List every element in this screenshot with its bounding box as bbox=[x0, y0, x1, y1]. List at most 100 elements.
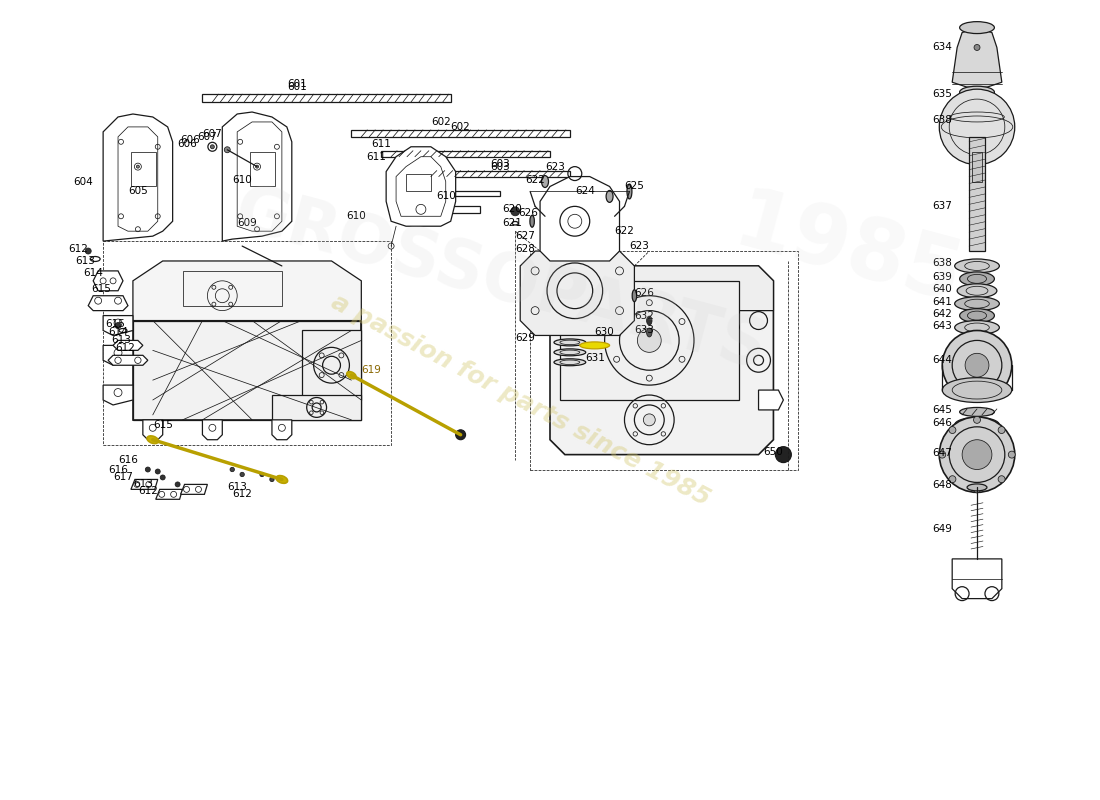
Text: 634: 634 bbox=[933, 42, 953, 53]
Circle shape bbox=[510, 207, 519, 216]
Text: 650: 650 bbox=[763, 446, 783, 457]
Polygon shape bbox=[156, 490, 183, 499]
Ellipse shape bbox=[632, 290, 637, 302]
Text: 611: 611 bbox=[372, 138, 392, 149]
Text: 617: 617 bbox=[113, 473, 133, 482]
Text: 613: 613 bbox=[75, 256, 96, 266]
Circle shape bbox=[998, 476, 1005, 482]
Polygon shape bbox=[108, 355, 147, 366]
Polygon shape bbox=[113, 341, 143, 350]
Bar bbox=[560, 281, 739, 400]
Text: 615: 615 bbox=[153, 420, 173, 430]
Ellipse shape bbox=[943, 378, 1012, 402]
Text: 605: 605 bbox=[128, 186, 147, 197]
Circle shape bbox=[145, 467, 151, 472]
Polygon shape bbox=[351, 130, 570, 137]
Circle shape bbox=[240, 472, 244, 477]
Text: 616: 616 bbox=[108, 465, 128, 474]
Text: 621: 621 bbox=[503, 218, 522, 228]
Bar bbox=[133, 321, 361, 420]
Text: 604: 604 bbox=[74, 177, 94, 186]
Circle shape bbox=[224, 146, 230, 153]
Text: 609: 609 bbox=[238, 218, 257, 228]
Polygon shape bbox=[759, 390, 783, 410]
Text: 641: 641 bbox=[933, 297, 953, 306]
Circle shape bbox=[974, 45, 980, 50]
Polygon shape bbox=[382, 150, 550, 157]
Text: 644: 644 bbox=[933, 355, 953, 366]
Bar bbox=[301, 330, 361, 400]
Text: 635: 635 bbox=[933, 89, 953, 99]
Text: 612: 612 bbox=[116, 343, 135, 354]
Bar bbox=[969, 137, 984, 251]
Ellipse shape bbox=[955, 259, 1000, 273]
Ellipse shape bbox=[554, 339, 585, 346]
Text: 613: 613 bbox=[111, 335, 131, 346]
Ellipse shape bbox=[964, 96, 991, 105]
Text: 612: 612 bbox=[232, 490, 252, 499]
Circle shape bbox=[644, 414, 656, 426]
Circle shape bbox=[938, 451, 946, 458]
Text: 620: 620 bbox=[503, 204, 522, 214]
Circle shape bbox=[116, 322, 121, 329]
Circle shape bbox=[260, 472, 264, 477]
Text: 627: 627 bbox=[515, 231, 535, 241]
Ellipse shape bbox=[959, 86, 994, 98]
Text: 633: 633 bbox=[635, 326, 654, 335]
Circle shape bbox=[939, 89, 1014, 165]
Text: 611: 611 bbox=[366, 152, 386, 162]
Ellipse shape bbox=[959, 272, 994, 286]
Polygon shape bbox=[550, 266, 773, 310]
Ellipse shape bbox=[346, 372, 356, 378]
Text: 643: 643 bbox=[933, 321, 953, 330]
Polygon shape bbox=[94, 271, 123, 290]
Ellipse shape bbox=[647, 328, 652, 337]
Polygon shape bbox=[103, 114, 173, 241]
Polygon shape bbox=[180, 485, 208, 494]
Circle shape bbox=[210, 145, 214, 149]
Text: a passion for parts since 1985: a passion for parts since 1985 bbox=[327, 290, 714, 510]
Text: 615: 615 bbox=[106, 318, 125, 329]
Bar bbox=[530, 251, 799, 470]
Polygon shape bbox=[103, 346, 133, 366]
Text: 637: 637 bbox=[933, 202, 953, 211]
Text: 619: 619 bbox=[361, 366, 382, 375]
Text: 606: 606 bbox=[177, 138, 197, 149]
Text: 624: 624 bbox=[575, 186, 595, 197]
Ellipse shape bbox=[959, 407, 994, 416]
Circle shape bbox=[998, 426, 1005, 434]
Text: 602: 602 bbox=[431, 117, 451, 127]
Polygon shape bbox=[520, 251, 635, 335]
Circle shape bbox=[965, 354, 989, 377]
Text: 615: 615 bbox=[91, 284, 111, 294]
Ellipse shape bbox=[580, 342, 609, 349]
Polygon shape bbox=[953, 559, 1002, 598]
Polygon shape bbox=[386, 146, 455, 226]
Ellipse shape bbox=[554, 358, 585, 366]
Ellipse shape bbox=[957, 284, 997, 298]
Text: 603: 603 bbox=[491, 162, 510, 172]
Text: 612: 612 bbox=[68, 244, 88, 254]
Text: 646: 646 bbox=[933, 418, 953, 428]
Ellipse shape bbox=[276, 475, 287, 483]
Text: 638: 638 bbox=[933, 258, 953, 268]
Text: 616: 616 bbox=[118, 454, 138, 465]
Text: 626: 626 bbox=[518, 208, 538, 218]
Polygon shape bbox=[133, 261, 361, 321]
Bar bbox=[406, 174, 431, 191]
Text: 639: 639 bbox=[933, 272, 953, 282]
Text: 610: 610 bbox=[346, 211, 366, 222]
Text: 601: 601 bbox=[287, 82, 307, 92]
Circle shape bbox=[962, 440, 992, 470]
Circle shape bbox=[255, 165, 258, 168]
Text: 623: 623 bbox=[544, 162, 565, 172]
Circle shape bbox=[1009, 451, 1015, 458]
Polygon shape bbox=[103, 385, 133, 405]
Polygon shape bbox=[133, 321, 361, 420]
Circle shape bbox=[949, 426, 956, 434]
Circle shape bbox=[776, 446, 791, 462]
Circle shape bbox=[230, 467, 234, 472]
Polygon shape bbox=[202, 94, 451, 102]
Ellipse shape bbox=[554, 349, 585, 356]
Text: 610: 610 bbox=[436, 191, 455, 202]
